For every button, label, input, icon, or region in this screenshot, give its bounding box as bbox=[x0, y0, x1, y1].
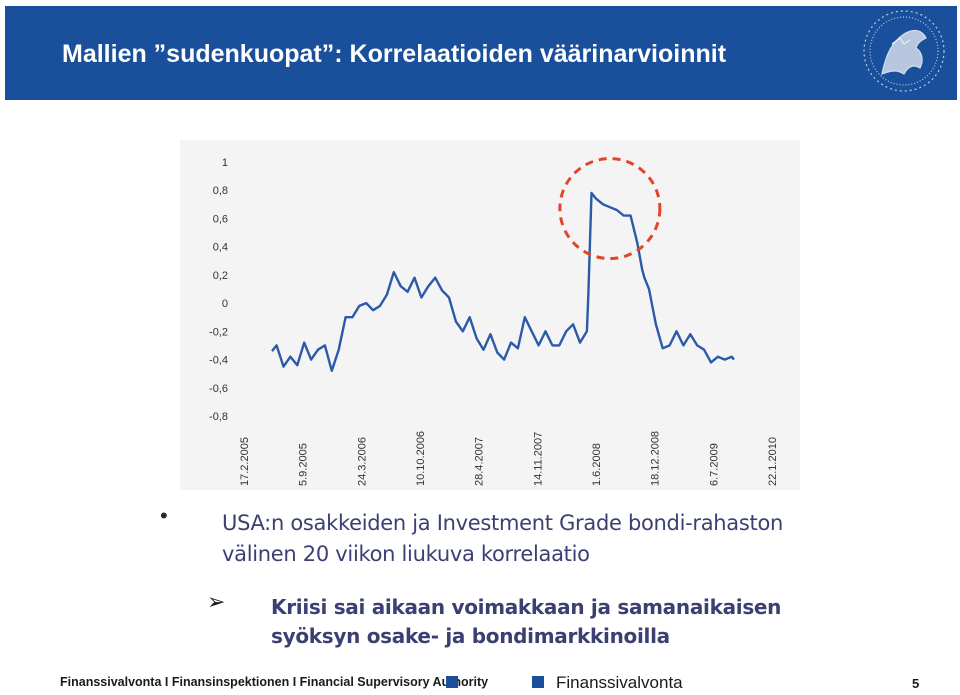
footer: Finanssivalvonta I Finansinspektionen I … bbox=[0, 667, 960, 695]
correlation-chart: 1 0,8 0,6 0,4 0,2 0 -0,2 -0,4 -0,6 -0,8 17.2.2005 5… bbox=[180, 140, 800, 490]
x-tick-label: 1.6.2008 bbox=[591, 443, 603, 486]
footer-square-icon bbox=[446, 676, 458, 688]
x-tick-label: 14.11.2007 bbox=[532, 432, 544, 486]
x-tick-label: 17.2.2005 bbox=[239, 437, 251, 486]
y-tick-label: -0,4 bbox=[209, 355, 228, 367]
arrow-bullet-icon: ➢ bbox=[207, 589, 226, 614]
x-tick-label: 18.12.2008 bbox=[650, 431, 662, 486]
y-tick-label: 0,6 bbox=[213, 213, 228, 225]
x-tick-label: 24.3.2006 bbox=[356, 437, 368, 486]
lion-emblem-icon bbox=[863, 10, 945, 92]
x-tick-label: 28.4.2007 bbox=[474, 437, 486, 486]
y-tick-label: 0,8 bbox=[213, 185, 228, 197]
y-tick-label: -0,8 bbox=[209, 411, 228, 423]
y-tick-label: -0,2 bbox=[209, 326, 228, 338]
x-tick-label: 22.1.2010 bbox=[767, 437, 779, 486]
footer-authority-text: Finanssivalvonta I Finansinspektionen I … bbox=[60, 675, 489, 689]
page-number: 5 bbox=[912, 676, 920, 691]
y-tick-label: -0,6 bbox=[209, 383, 228, 395]
y-tick-label: 1 bbox=[222, 157, 228, 169]
y-tick-label: 0,4 bbox=[213, 242, 228, 254]
bullet-text-1: USA:n osakkeiden ja Investment Grade bon… bbox=[222, 511, 784, 566]
bullet-text-2: Kriisi sai aikaan voimakkaan ja samanaik… bbox=[271, 595, 782, 648]
highlight-circle bbox=[558, 157, 662, 261]
page-title: Mallien ”sudenkuopat”: Korrelaatioiden v… bbox=[62, 40, 727, 68]
y-tick-label: 0 bbox=[222, 298, 228, 310]
x-tick-label: 5.9.2005 bbox=[298, 443, 310, 486]
x-tick-label: 10.10.2006 bbox=[415, 431, 427, 486]
series-line bbox=[271, 191, 735, 372]
y-tick-label: 0,2 bbox=[213, 270, 228, 282]
x-tick-label: 6.7.2009 bbox=[708, 443, 720, 486]
header-bar: Mallien ”sudenkuopat”: Korrelaatioiden v… bbox=[5, 6, 957, 100]
chart-background bbox=[180, 140, 800, 490]
footer-brand-square-icon bbox=[532, 676, 544, 688]
footer-brand: Finanssivalvonta bbox=[556, 673, 683, 692]
bullet-dot: • bbox=[160, 503, 168, 528]
